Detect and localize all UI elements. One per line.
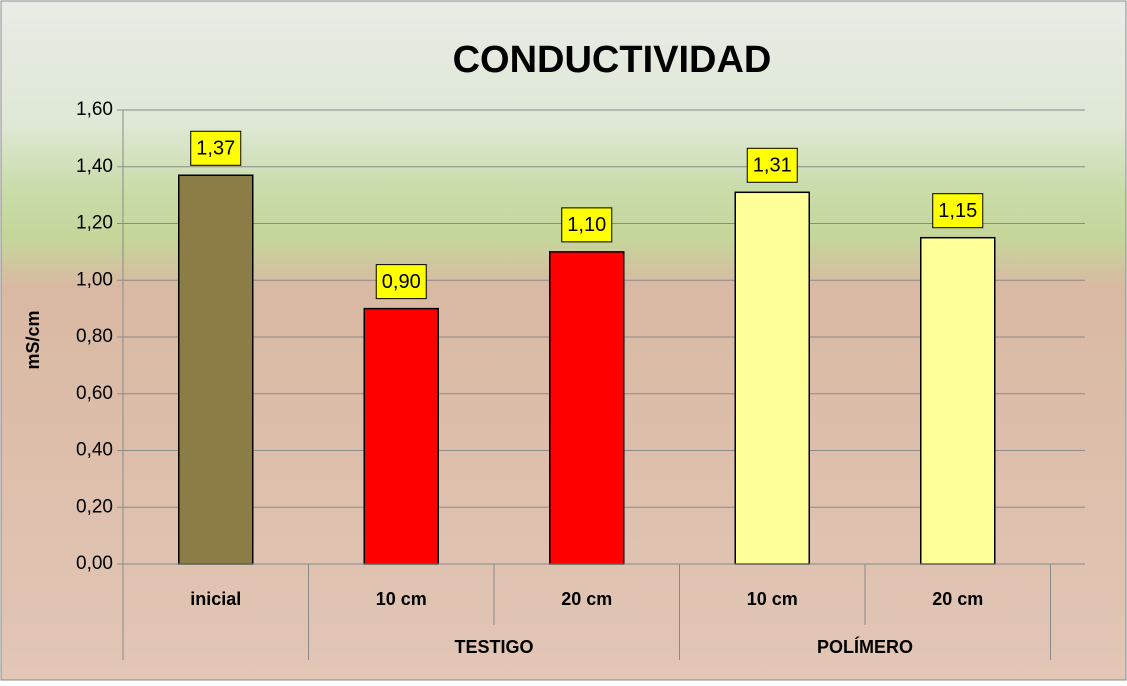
x-tick-label: 10 cm <box>747 589 798 609</box>
y-tick-label: 1,20 <box>76 213 113 234</box>
y-tick-label: 0,00 <box>76 553 113 574</box>
y-tick-label: 1,00 <box>76 269 113 290</box>
y-tick-label: 0,20 <box>76 496 113 517</box>
bar <box>921 238 995 564</box>
data-label: 1,37 <box>196 138 235 160</box>
bar <box>735 192 809 564</box>
y-axis-label: mS/cm <box>23 310 43 369</box>
y-tick-label: 0,80 <box>76 326 113 347</box>
x-tick-label: 20 cm <box>932 589 983 609</box>
y-tick-label: 0,60 <box>76 383 113 404</box>
x-tick-label: 20 cm <box>561 589 612 609</box>
y-tick-label: 1,60 <box>76 99 113 120</box>
data-label: 1,15 <box>938 200 977 222</box>
y-tick-label: 1,40 <box>76 156 113 177</box>
bar <box>179 175 253 564</box>
x-tick-label: inicial <box>190 589 241 609</box>
data-label: 1,10 <box>567 214 606 236</box>
bar <box>364 309 438 564</box>
chart-title: CONDUCTIVIDAD <box>453 39 772 81</box>
data-label: 1,31 <box>753 155 792 177</box>
bar <box>550 252 624 564</box>
y-tick-label: 0,40 <box>76 440 113 461</box>
group-label: TESTIGO <box>454 637 533 657</box>
data-label: 0,90 <box>382 271 421 293</box>
chart: CONDUCTIVIDAD mS/cm 0,00 0,20 0,40 0,60 0,80… <box>0 0 1127 681</box>
group-label: POLÍMERO <box>817 636 913 657</box>
x-tick-label: 10 cm <box>376 589 427 609</box>
